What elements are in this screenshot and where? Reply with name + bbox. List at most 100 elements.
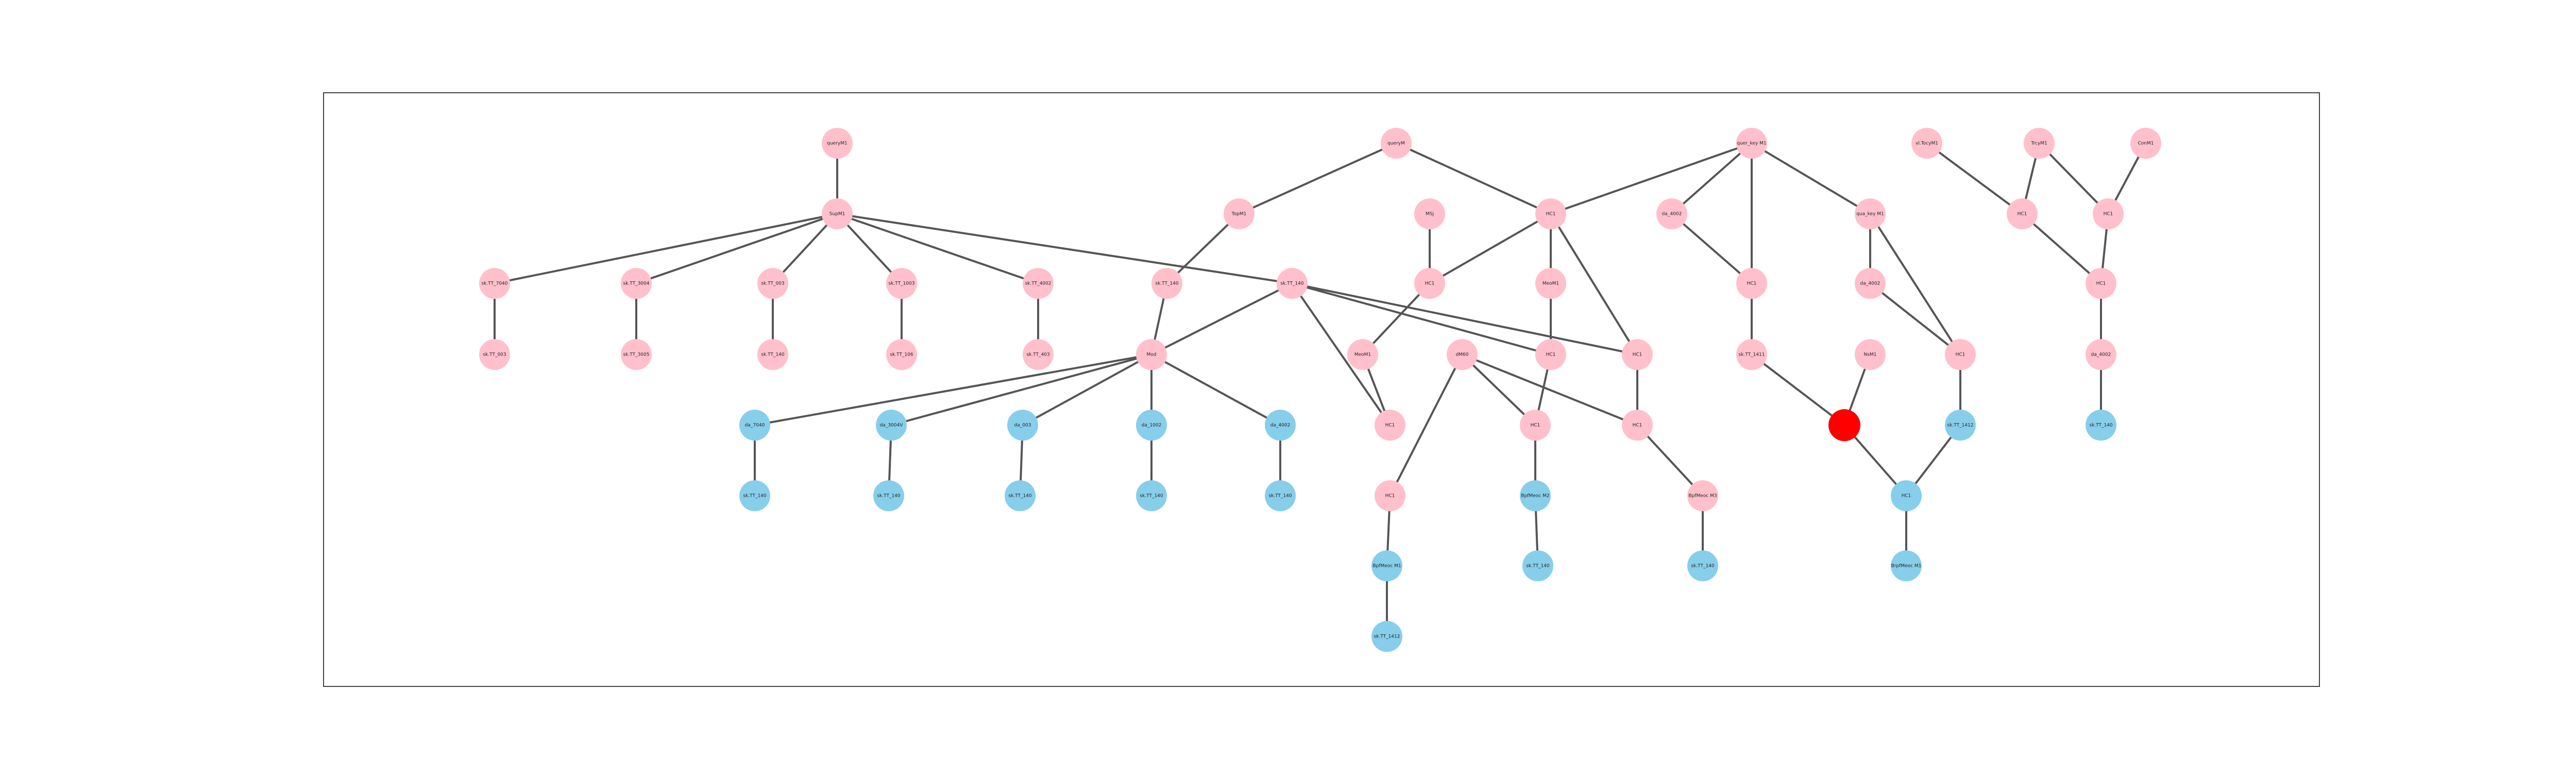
node-label: da_1002 (1142, 423, 1162, 428)
node-label: sk.TT_1412 (1374, 634, 1400, 640)
node-circle (1136, 339, 1167, 370)
graph-node: sk.TT_140 (1151, 268, 1182, 299)
node-label: HC1 (1956, 352, 1965, 358)
edge-n51-n52 (1869, 282, 1961, 356)
node-circle (1855, 198, 1886, 229)
node-circle (1945, 339, 1976, 370)
node-circle (1522, 550, 1553, 581)
node-circle (2086, 339, 2116, 370)
edge-n61-n63 (2021, 213, 2102, 284)
node-label: vl.TocyM1 (1916, 141, 1938, 146)
node-circle (1371, 621, 1402, 652)
node-label: sk.TT_140 (2089, 423, 2113, 428)
node-label: BrpfMeoc M1 (1891, 564, 1922, 569)
graph-node: da_3004V (876, 410, 907, 441)
graph-node: HC1 (1535, 198, 1566, 229)
node-circle (1023, 339, 1054, 370)
edge-n2-n3 (494, 213, 838, 284)
node-label: queryM1 (827, 141, 847, 146)
node-circle (621, 339, 652, 370)
graph-node: NsM1 (1855, 339, 1886, 370)
node-label: sk.TT_003 (483, 352, 506, 358)
node-label: HC1 (1546, 212, 1556, 217)
node-circle (2130, 128, 2161, 159)
node-circle (886, 339, 917, 370)
edge-n27-n13 (1239, 142, 1397, 215)
edge-n30-n32 (1362, 282, 1431, 356)
node-circle (1828, 409, 1860, 441)
graph-node: ConM1 (2130, 128, 2161, 159)
graph-node: HC1 (2007, 198, 2038, 229)
graph-node: HC1 (1520, 410, 1551, 441)
node-label: TrcyM1 (2030, 141, 2047, 146)
node-label: sk.TT_140 (1008, 494, 1032, 499)
node-circle (1855, 339, 1886, 370)
graph-node: HC1 (2093, 198, 2124, 229)
node-circle (2024, 128, 2055, 159)
edge-n14-n34 (1291, 282, 1391, 426)
node-label: HC1 (1902, 494, 1911, 499)
graph-node: sk.TT_403 (1023, 339, 1054, 370)
graph-node: HC1 (1945, 339, 1976, 370)
node-label: sk.TT_106 (890, 352, 913, 358)
graph-node: BpfMeoc M3 (1687, 480, 1718, 511)
edge-n47-n48 (1671, 213, 1753, 284)
edge-n16-n17 (754, 354, 1152, 426)
node-circle (1622, 410, 1653, 441)
edge-n29-n36 (1550, 213, 1638, 356)
graph-node: queryM1 (822, 128, 853, 159)
node-circle (1447, 339, 1478, 370)
graph-node: HC1 (1375, 410, 1405, 441)
edge-n33-n37 (1389, 354, 1463, 496)
node-label: sk.TT_403 (1026, 352, 1049, 358)
graph-node: BrpfMeoc M1 (1891, 550, 1922, 581)
edge-n33-n39 (1462, 354, 1638, 426)
edge-n46-n49 (1751, 142, 1871, 215)
node-label: sk.TT_3004 (623, 281, 649, 287)
node-circle (1911, 128, 1942, 159)
node-circle (1736, 339, 1767, 370)
node-label: sk.TT_140 (1155, 281, 1179, 287)
graph-node: sk.TT_140 (1522, 550, 1553, 581)
node-label: HC1 (1633, 352, 1642, 358)
node-circle (1535, 198, 1566, 229)
node-label: MeoM1 (1354, 352, 1371, 358)
graph-node: sk.TT_140 (739, 480, 770, 511)
node-label: TopM1 (1231, 212, 1247, 217)
graph-node: sk.TT_106 (886, 339, 917, 370)
graph-node: HC1 (1622, 339, 1653, 370)
node-circle (479, 268, 510, 299)
edge-n16-n21 (1151, 354, 1281, 426)
node-label: sk.TT_7040 (481, 281, 507, 287)
graph-node: sk.TT_140 (2086, 410, 2116, 441)
node-circle (876, 410, 907, 441)
graph-node: sk.TT_7040 (479, 268, 510, 299)
node-circle (822, 128, 853, 159)
graph-node: sk.TT_3004 (621, 268, 652, 299)
graph-node: sk.TT_140 (1277, 268, 1308, 299)
node-label: MSj (1426, 212, 1434, 217)
node-label: sk.TT_140 (1691, 564, 1715, 569)
edge-n59-n62 (2038, 142, 2109, 215)
node-label: ConM1 (2138, 141, 2154, 146)
node-circle (2086, 410, 2116, 441)
node-circle (1136, 410, 1167, 441)
node-label: da_003 (1014, 423, 1031, 428)
node-circle (1520, 480, 1551, 511)
node-label: da_4002 (2091, 352, 2111, 358)
node-label: sk.TT_1003 (888, 281, 914, 287)
node-label: HC1 (1633, 423, 1642, 428)
node-label: SupM1 (829, 212, 845, 217)
node-circle (1656, 198, 1687, 229)
node-circle (1265, 480, 1296, 511)
graph-node: sk.TT_1412 (1945, 410, 1976, 441)
node-label: BpfMeoc M3 (1688, 494, 1717, 499)
edge-n39-n42 (1636, 424, 1704, 497)
graph-node: SupM1 (822, 198, 853, 229)
node-label: sk.TT_140 (1268, 494, 1292, 499)
edge-n2-n14 (837, 213, 1293, 284)
graph-node: sk.TT_003 (479, 339, 510, 370)
node-circle (1151, 268, 1182, 299)
node-circle (1371, 550, 1402, 581)
node-label: da_3004V (880, 423, 904, 428)
